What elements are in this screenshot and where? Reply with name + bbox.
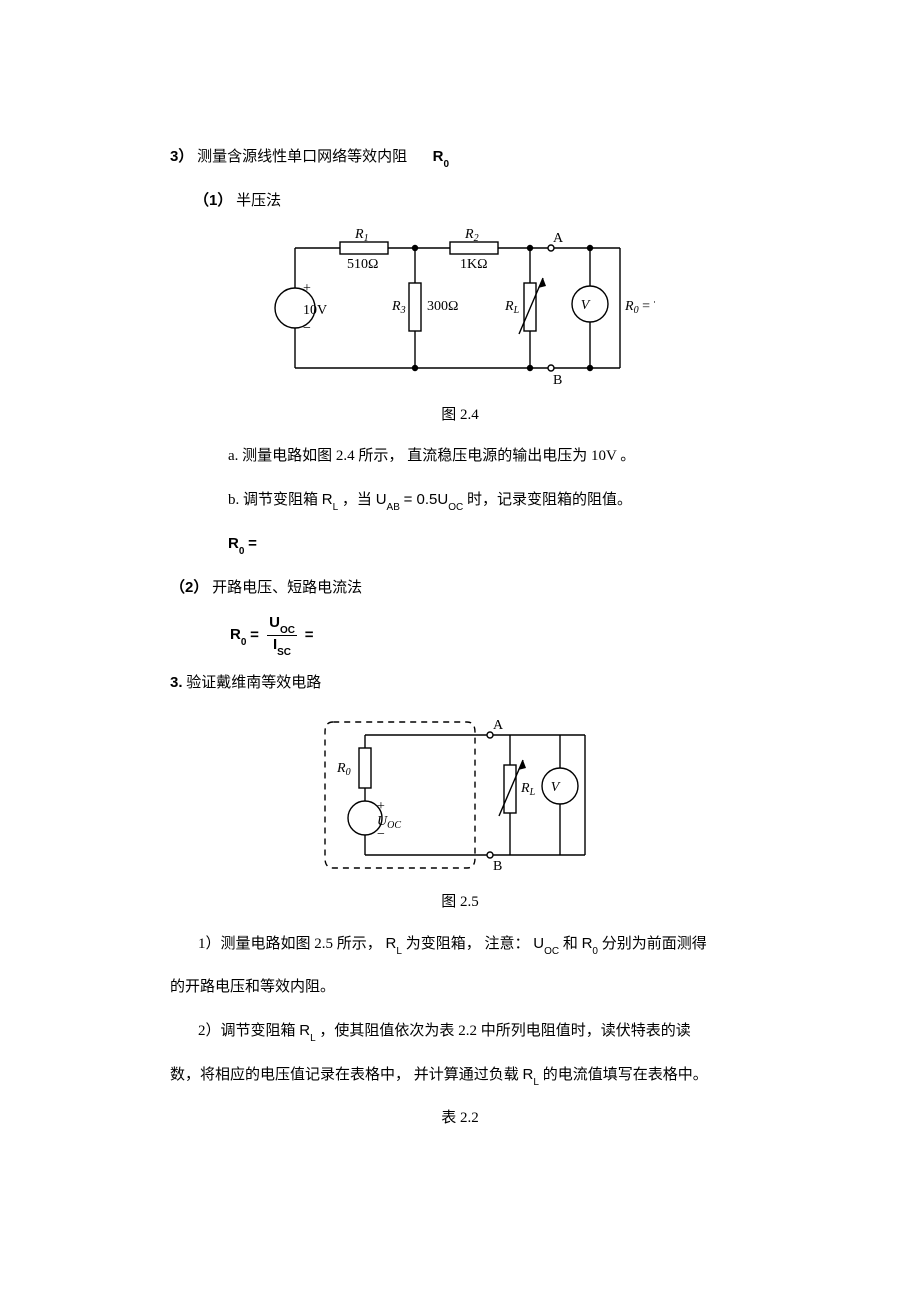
heading-text: 测量含源线性单口网络等效内阻 bbox=[197, 149, 407, 165]
svg-text:+: + bbox=[377, 799, 385, 814]
svg-text:R2: R2 bbox=[464, 228, 479, 244]
svg-text:R0: R0 bbox=[336, 761, 351, 778]
formula-r0: R0 = UOC ISC = bbox=[170, 615, 750, 656]
figure-2-5-caption: 图 2.5 bbox=[441, 886, 479, 919]
step-b: b. 调节变阻箱 RL ，当 UAB = 0.5UOC 时，记录变阻箱的阻值。 bbox=[170, 483, 750, 517]
circuit-2-5: R0 + − UOC RL V A B bbox=[315, 710, 605, 880]
svg-text:−: − bbox=[303, 321, 311, 336]
svg-text:1KΩ: 1KΩ bbox=[460, 257, 488, 272]
verify-p2-line1: 2）调节变阻箱 RL ，使其阻值依次为表 2.2 中所列电阻值时，读伏特表的读 bbox=[170, 1014, 750, 1048]
sub2-heading: （2） 开路电压、短路电流法 bbox=[170, 571, 750, 605]
svg-text:A: A bbox=[493, 718, 504, 733]
svg-text:300Ω: 300Ω bbox=[427, 299, 458, 314]
figure-2-5: R0 + − UOC RL V A B 图 2.5 bbox=[170, 710, 750, 919]
section-3-heading: 3） 测量含源线性单口网络等效内阻 R0 bbox=[170, 140, 750, 174]
svg-text:+: + bbox=[303, 281, 311, 296]
svg-text:RL: RL bbox=[520, 781, 536, 798]
table-2-2-caption: 表 2.2 bbox=[170, 1102, 750, 1135]
svg-text:10V: 10V bbox=[303, 303, 327, 318]
svg-text:−: − bbox=[377, 827, 385, 842]
svg-text:R1: R1 bbox=[354, 228, 369, 244]
verify-p1-line1: 1）测量电路如图 2.5 所示， RL 为变阻箱， 注意： UOC 和 R0 分… bbox=[170, 927, 750, 961]
sub1-label: （1） bbox=[194, 192, 232, 209]
heading-R0: R bbox=[433, 148, 444, 165]
svg-text:V: V bbox=[581, 298, 591, 313]
heading-R0-sub: 0 bbox=[443, 159, 449, 170]
sub1-heading: （1） 半压法 bbox=[170, 184, 750, 218]
verify-p1-line2: 的开路电压和等效内阻。 bbox=[170, 971, 750, 1004]
verify-heading: 3. 验证戴维南等效电路 bbox=[170, 666, 750, 700]
svg-text:B: B bbox=[493, 859, 502, 874]
circuit-2-4: R1 510Ω R2 1KΩ R3 300Ω RL V A B + − 10V … bbox=[265, 228, 655, 393]
figure-2-4-caption: 图 2.4 bbox=[441, 399, 479, 432]
step-a: a. 测量电路如图 2.4 所示， 直流稳压电源的输出电压为 10V 。 bbox=[170, 440, 750, 473]
r0-equals: R0 = bbox=[170, 527, 750, 561]
sub1-title: 半压法 bbox=[236, 193, 281, 209]
svg-text:B: B bbox=[553, 373, 562, 388]
svg-text:A: A bbox=[553, 231, 564, 246]
figure-2-4: R1 510Ω R2 1KΩ R3 300Ω RL V A B + − 10V … bbox=[170, 228, 750, 432]
svg-text:V: V bbox=[551, 780, 561, 795]
svg-text:510Ω: 510Ω bbox=[347, 257, 378, 272]
svg-text:R3: R3 bbox=[391, 299, 406, 316]
svg-text:UOC: UOC bbox=[377, 814, 401, 831]
svg-text:RL: RL bbox=[504, 299, 520, 316]
heading-num: 3） bbox=[170, 148, 193, 165]
verify-p2-line2: 数，将相应的电压值记录在表格中， 并计算通过负载 RL 的电流值填写在表格中。 bbox=[170, 1058, 750, 1092]
svg-text:R0 = ?: R0 = ? bbox=[624, 299, 655, 316]
